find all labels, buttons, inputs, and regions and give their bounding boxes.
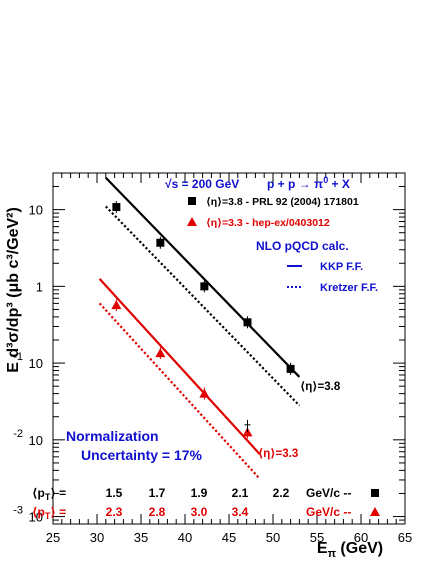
pt-value: 2.1 <box>232 486 249 500</box>
data-point-triangle <box>155 348 166 358</box>
x-tick-label: 55 <box>310 530 324 545</box>
x-tick-label: 50 <box>266 530 280 545</box>
data-point-triangle <box>242 427 253 437</box>
pt-row-label: ⟨pT⟩ = <box>32 505 66 521</box>
y-tick-exponent: -1 <box>13 351 23 363</box>
pt-value: 1.7 <box>149 486 166 500</box>
curve-label-eta38: ⟨η⟩=3.8 <box>300 381 341 393</box>
legend-marker-triangle <box>187 217 197 226</box>
x-tick-label: 40 <box>178 530 192 545</box>
data-point-triangle <box>199 388 210 398</box>
data-point-square <box>286 364 295 373</box>
x-tick-label: 60 <box>354 530 368 545</box>
theory-legend-label: KKP F.F. <box>320 261 363 273</box>
data-points <box>111 201 295 439</box>
pt-unit: GeV/c -- <box>306 486 351 500</box>
theory-legend-label: Kretzer F.F. <box>320 282 378 294</box>
x-tick-label: 65 <box>398 530 412 545</box>
normalization-line-1: Normalization <box>66 428 159 444</box>
x-tick-label: 35 <box>134 530 148 545</box>
pt-unit: GeV/c -- <box>306 505 351 519</box>
data-point-square <box>156 238 165 247</box>
curve-eta38_kretzer <box>105 205 301 407</box>
theory-title: NLO pQCD calc. <box>256 239 349 253</box>
x-axis-title: Eπ (GeV) <box>317 540 383 560</box>
pt-value: 3.0 <box>191 505 208 519</box>
curve-eta33_kkp <box>98 278 261 455</box>
pt-value: 1.9 <box>191 486 208 500</box>
reaction-label: p + p → π0 + X <box>267 175 350 191</box>
pt-value: 1.5 <box>106 486 123 500</box>
data-point-square <box>112 203 121 212</box>
annotations: √s = 200 GeV p + p → π0 + X ⟨η⟩=3.8 - PRL … <box>32 175 380 521</box>
y-tick-label: 10 <box>29 510 43 525</box>
y-axis-title: E d³σ/dp³ (μb c³/GeV²) <box>5 207 22 373</box>
data-point-square <box>200 282 209 291</box>
pt-value: 2.2 <box>273 486 290 500</box>
legend-label-eta33: ⟨η⟩=3.3 - hep-ex/0403012 <box>206 217 330 229</box>
curve-label-eta33: ⟨η⟩=3.3 <box>258 448 298 460</box>
y-tick-label: 10 <box>29 356 43 371</box>
pt-value: 3.4 <box>232 505 249 519</box>
curve-eta38_kkp <box>105 177 301 378</box>
pt-row-marker-square <box>371 489 379 497</box>
sqrt-s-label: √s = 200 GeV <box>165 177 239 191</box>
pt-value: 2.8 <box>149 505 166 519</box>
x-tick-label: 25 <box>46 530 60 545</box>
normalization-line-2: Uncertainty = 17% <box>81 447 203 463</box>
y-tick-label: 1 <box>36 279 43 294</box>
y-tick-exponent: -3 <box>13 505 23 517</box>
theory-curves <box>98 177 301 480</box>
legend-label-eta38: ⟨η⟩=3.8 - PRL 92 (2004) 171801 <box>206 196 359 208</box>
pt-row-marker-triangle <box>370 507 380 516</box>
pt-row-label: ⟨pT⟩ = <box>32 486 66 502</box>
legend-marker-square <box>188 197 196 205</box>
y-tick-label: 10 <box>29 203 43 218</box>
axes: 25 30 35 40 45 50 55 60 65 10 1 10 -1 10 -2 10 -3 Eπ (GeV… <box>5 172 412 560</box>
pt-value: 2.3 <box>106 505 123 519</box>
y-tick-exponent: -2 <box>13 428 23 440</box>
data-point-square <box>243 318 252 327</box>
x-tick-label: 45 <box>222 530 236 545</box>
x-tick-label: 30 <box>90 530 104 545</box>
data-point-triangle <box>111 300 122 310</box>
y-tick-label: 10 <box>29 433 43 448</box>
